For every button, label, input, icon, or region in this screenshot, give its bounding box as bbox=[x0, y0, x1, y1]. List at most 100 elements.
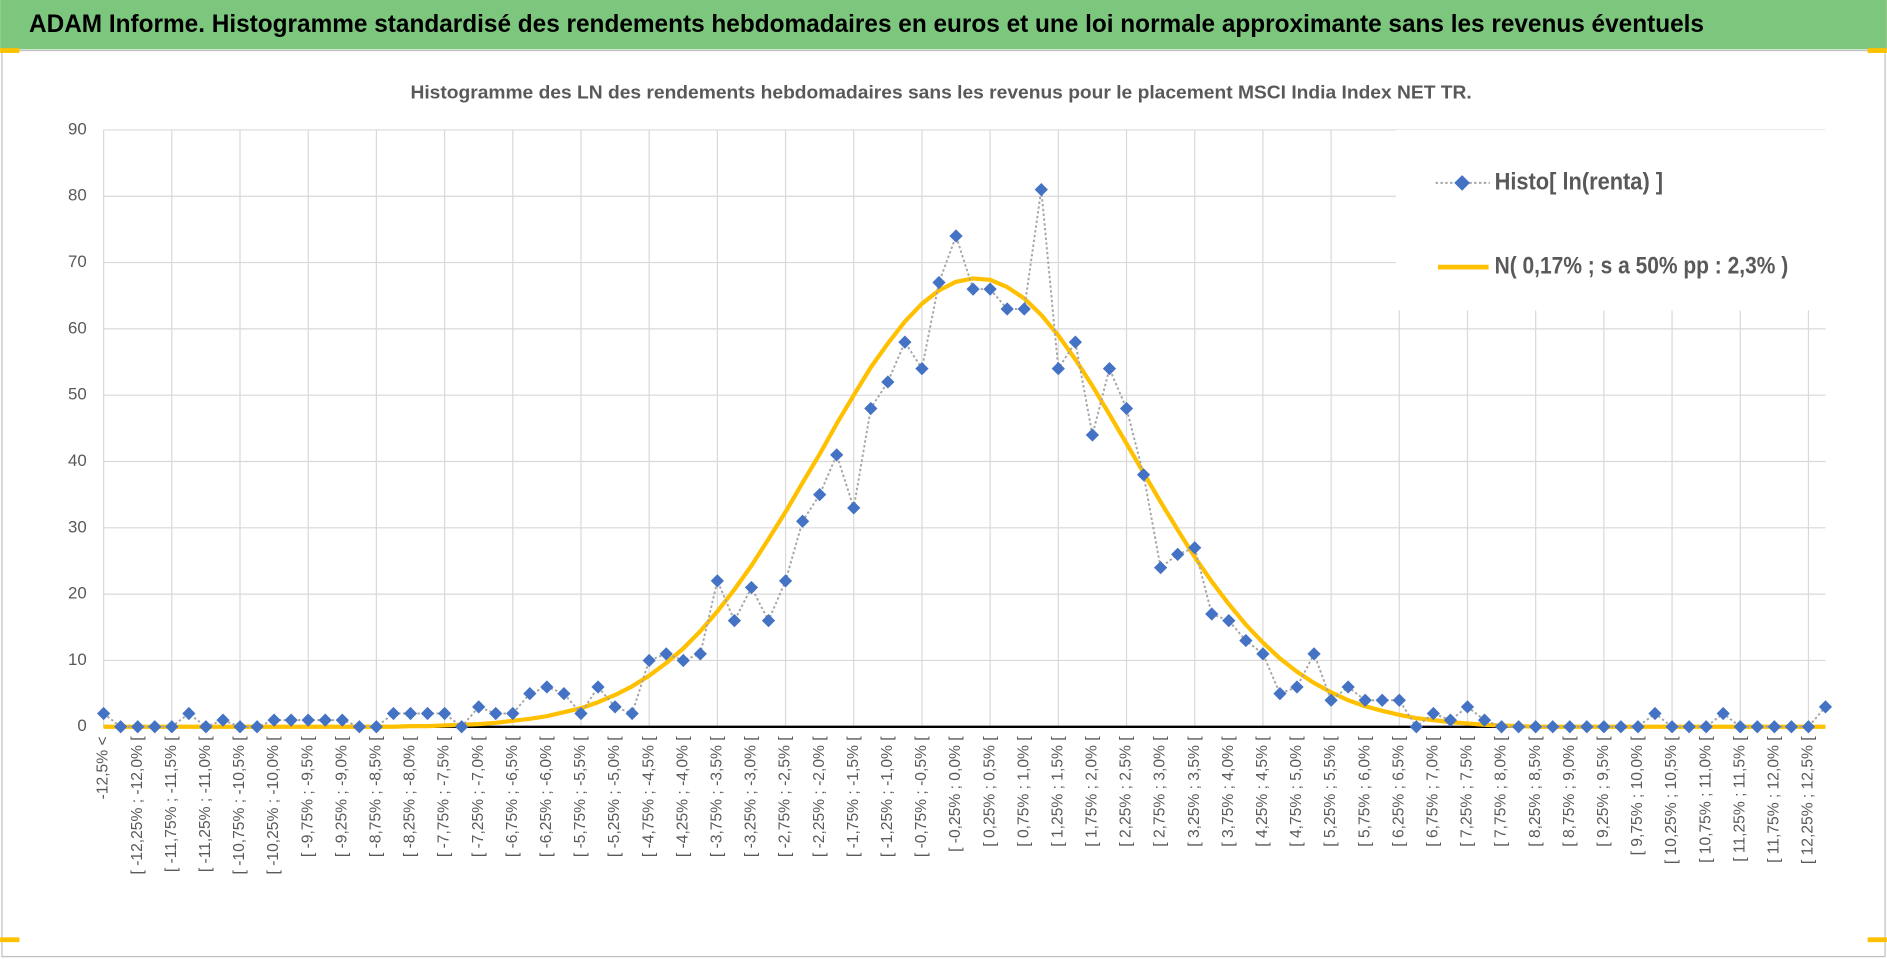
histo-marker bbox=[1153, 561, 1168, 575]
x-tick-label: -12,5% < bbox=[95, 736, 112, 799]
x-tick-label: [ 6,75% ; 7,0% [ bbox=[1425, 736, 1442, 847]
histo-marker bbox=[352, 720, 366, 734]
x-tick-label: [ -11,25% ; -11,0% [ bbox=[197, 736, 214, 872]
histo-marker bbox=[318, 713, 332, 727]
histo-marker bbox=[1716, 706, 1730, 721]
histo-marker bbox=[1409, 720, 1423, 734]
x-tick-label: [ -0,75% ; -0,5% [ bbox=[913, 736, 930, 857]
x-tick-label: [ -6,25% ; -6,0% [ bbox=[538, 736, 555, 857]
histo-marker bbox=[131, 720, 145, 734]
histo-marker bbox=[437, 706, 452, 721]
x-tick-label: [ 8,25% ; 8,5% [ bbox=[1527, 736, 1544, 847]
histo-marker bbox=[182, 706, 196, 721]
histo-marker bbox=[1801, 720, 1816, 734]
histo-marker bbox=[1375, 693, 1389, 707]
histo-marker bbox=[1358, 693, 1372, 707]
x-tick-label: [ 8,75% ; 9,0% [ bbox=[1561, 736, 1578, 847]
histo-marker bbox=[1341, 680, 1355, 694]
histo-marker bbox=[1733, 720, 1747, 734]
histo-marker bbox=[1324, 693, 1338, 707]
histo-marker bbox=[983, 282, 997, 296]
histo-marker bbox=[557, 686, 571, 701]
histo-marker bbox=[1563, 720, 1577, 734]
histo-marker bbox=[1597, 720, 1611, 734]
x-tick-label: [ 9,75% ; 10,0% [ bbox=[1629, 736, 1646, 856]
histo-marker bbox=[1290, 680, 1304, 694]
histo-marker bbox=[386, 706, 401, 721]
histo-marker bbox=[625, 706, 639, 721]
histo-marker bbox=[676, 653, 690, 668]
histo-marker bbox=[250, 720, 264, 734]
x-tick-label: [ -4,25% ; -4,0% [ bbox=[674, 736, 691, 857]
histo-marker bbox=[1631, 720, 1645, 734]
histo-marker bbox=[1222, 614, 1236, 628]
histo-marker bbox=[1546, 720, 1560, 734]
x-tick-label: [ 2,75% ; 3,0% [ bbox=[1152, 736, 1169, 847]
histo-marker bbox=[1750, 720, 1764, 734]
x-tick-label: [ -8,25% ; -8,0% [ bbox=[402, 736, 419, 857]
histo-marker bbox=[1699, 720, 1713, 734]
histo-marker bbox=[864, 401, 878, 416]
x-tick-label: [ -6,75% ; -6,5% [ bbox=[504, 736, 521, 857]
y-tick-label: 30 bbox=[68, 517, 87, 536]
histo-marker bbox=[1648, 706, 1662, 721]
legend-box bbox=[1395, 129, 1826, 311]
legend-label: Histo[ ln(renta) ] bbox=[1495, 168, 1663, 195]
histo-marker bbox=[966, 282, 980, 296]
x-tick-label: [ 0,25% ; 0,5% [ bbox=[981, 736, 998, 847]
x-tick-label: [ 4,75% ; 5,0% [ bbox=[1288, 736, 1305, 847]
histo-marker bbox=[267, 713, 281, 727]
header-bar bbox=[0, 0, 1887, 50]
x-tick-label: [ -10,75% ; -10,5% [ bbox=[231, 736, 248, 875]
histo-marker bbox=[608, 700, 622, 714]
x-tick-label: [ -7,25% ; -7,0% [ bbox=[470, 736, 487, 857]
x-tick-label: [ -2,75% ; -2,5% [ bbox=[777, 736, 794, 857]
x-tick-label: [ -5,75% ; -5,5% [ bbox=[572, 736, 589, 857]
x-tick-label: [ -7,75% ; -7,5% [ bbox=[436, 736, 453, 857]
y-tick-label: 80 bbox=[68, 186, 87, 205]
x-tick-label: [ 5,75% ; 6,0% [ bbox=[1356, 736, 1373, 847]
histo-marker bbox=[1426, 706, 1441, 721]
histo-marker bbox=[1767, 720, 1781, 734]
y-tick-label: 10 bbox=[68, 650, 87, 669]
chart-border bbox=[1, 49, 1886, 958]
histo-marker bbox=[932, 275, 946, 290]
histo-marker bbox=[335, 713, 349, 727]
legend-label: N( 0,17% ; s a 50% pp : 2,3% ) bbox=[1495, 252, 1789, 279]
y-tick-label: 60 bbox=[68, 318, 87, 337]
histo-marker bbox=[813, 488, 827, 502]
y-tick-label: 0 bbox=[77, 716, 86, 735]
histo-marker bbox=[1017, 302, 1031, 316]
plot-area: 0 10 20 30 40 50 60 70 80 90 -12,5% < [ -12,25% ; -… bbox=[68, 119, 1833, 875]
histo-marker bbox=[1529, 720, 1543, 734]
x-tick-label: [ -12,25% ; -12,0% [ bbox=[129, 736, 146, 875]
histo-marker bbox=[1273, 686, 1287, 701]
histo-marker bbox=[369, 720, 384, 734]
x-tick-label: [ -1,25% ; -1,0% [ bbox=[879, 736, 896, 857]
histo-marker bbox=[506, 706, 520, 721]
histo-marker bbox=[1443, 713, 1458, 727]
histo-marker bbox=[949, 229, 963, 243]
x-tick-label: [ 11,25% ; 11,5% [ bbox=[1731, 736, 1748, 862]
y-tick-label: 90 bbox=[68, 119, 87, 138]
y-tick-label: 70 bbox=[68, 252, 87, 271]
y-tick-label: 20 bbox=[68, 584, 87, 603]
histo-marker bbox=[489, 706, 503, 721]
x-tick-label: [ 7,75% ; 8,0% [ bbox=[1493, 736, 1510, 847]
chart-title: Histogramme des LN des rendements hebdom… bbox=[410, 83, 1471, 103]
y-tick-label: 40 bbox=[68, 451, 87, 470]
histo-marker bbox=[659, 647, 673, 661]
x-tick-label: [ -8,75% ; -8,5% [ bbox=[368, 736, 385, 857]
x-tick-label: [ 10,25% ; 10,5% [ bbox=[1663, 736, 1680, 864]
x-tick-label: [ 11,75% ; 12,0% [ bbox=[1765, 736, 1782, 863]
x-tick-label: [ 5,25% ; 5,5% [ bbox=[1322, 736, 1339, 847]
histo-marker bbox=[761, 614, 776, 628]
histo-marker bbox=[114, 720, 128, 734]
histo-marker bbox=[455, 720, 469, 734]
x-tick-label: [ 10,75% ; 11,0% [ bbox=[1697, 736, 1714, 863]
x-tick-label: [ -2,25% ; -2,0% [ bbox=[811, 736, 828, 857]
x-tick-label: [ -3,75% ; -3,5% [ bbox=[708, 736, 725, 857]
corner bbox=[1867, 48, 1887, 53]
x-tick-label: [ -3,25% ; -3,0% [ bbox=[743, 736, 760, 857]
